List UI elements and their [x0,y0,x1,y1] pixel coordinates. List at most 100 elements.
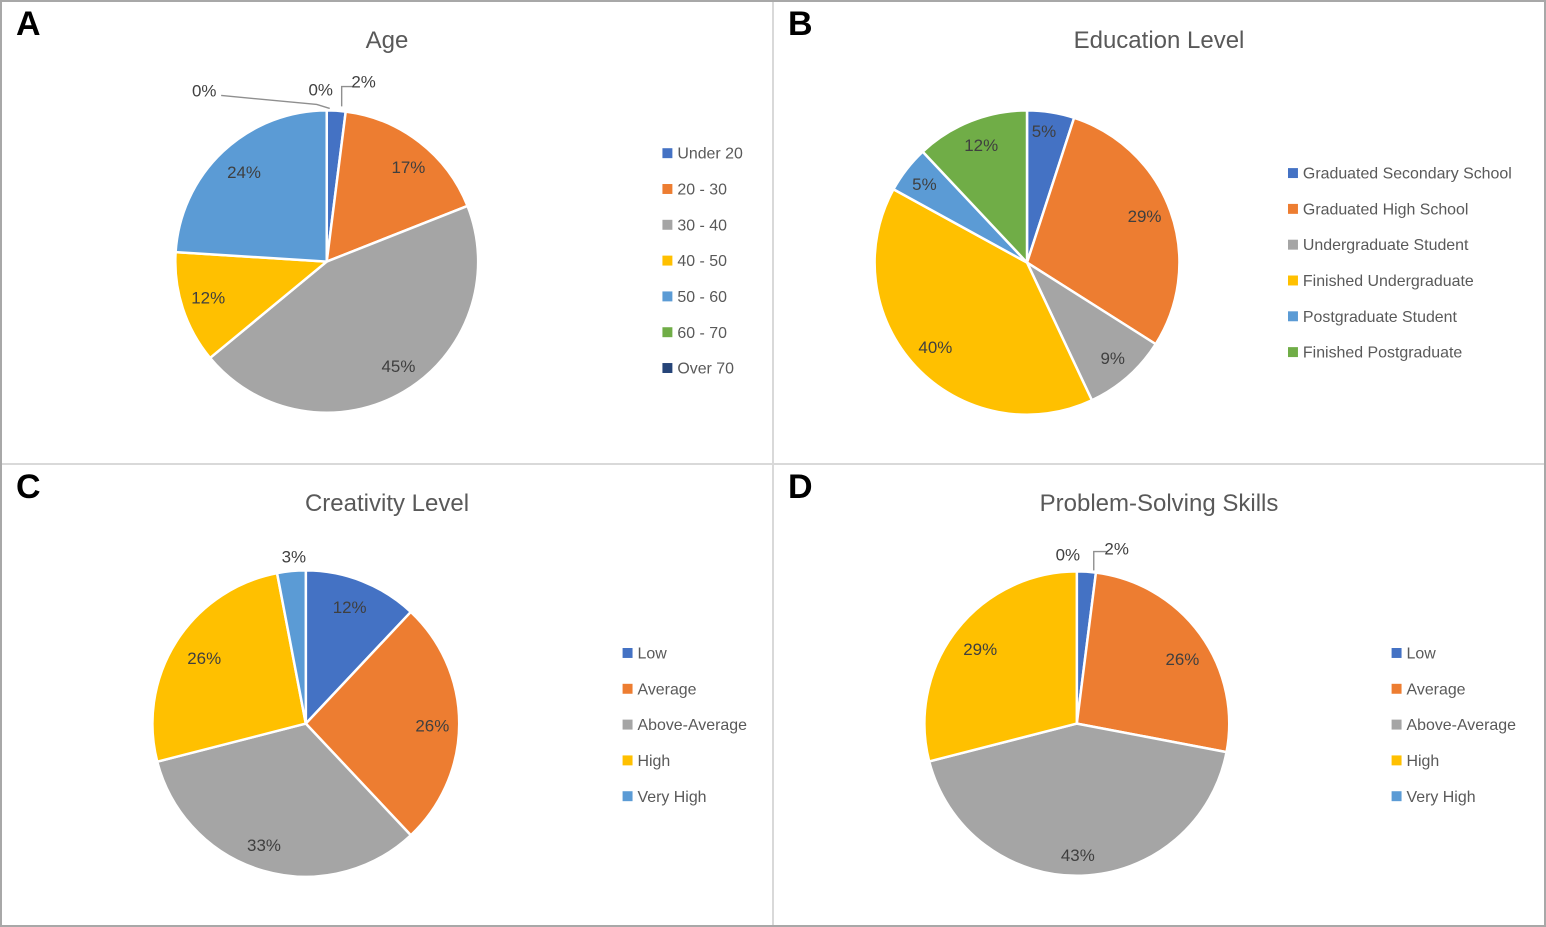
leader-line-low [1093,550,1107,570]
legend-label-graduated-secondary-school: Graduated Secondary School [1303,166,1512,183]
slice-value-label-postgraduate-student: 5% [912,175,936,194]
legend-label-average: Average [1407,681,1466,698]
legend-marker-low [622,647,633,658]
pie-chart-education-level: 5% 29% 9% 40% 5% 12% Graduated Secondary Schoo… [873,109,1512,416]
pie-chart-age: 2% 17% 45% 12% 24% 0% 0% Under 20 20 - 30 30 - 40… [174,72,743,415]
panel-letter-d: D [788,467,813,506]
legend-label-50-60: 50 - 60 [677,289,727,306]
pie-slice-undergraduate-student [1025,261,1157,402]
legend-label-under-20: Under 20 [677,146,743,163]
slice-value-label-very-high: 0% [1056,545,1080,564]
legend-marker-finished-undergraduate [1287,275,1298,286]
slice-value-label-30-40: 45% [382,357,416,376]
legend-marker-undergraduate-student [1287,239,1298,250]
legend-label-40-50: 40 - 50 [677,253,727,270]
leader-line-60-70 [221,94,330,110]
legend-marker-over-70 [662,363,673,373]
slice-value-label-average: 26% [1165,649,1199,668]
slice-value-label-very-high: 3% [282,547,306,566]
pie-slice-20-30 [325,110,469,263]
legend-marker-60-70 [662,327,673,338]
legend-marker-finished-postgraduate [1287,347,1298,358]
legend-label-above-average: Above-Average [638,717,748,734]
leader-line-under-20 [340,85,353,107]
legend-label-high: High [638,752,671,769]
legend-label-above-average: Above-Average [1407,717,1517,734]
pie-slice-50-60 [174,109,328,263]
legend-marker-50-60 [662,291,673,302]
slice-value-label-low: 12% [333,598,367,617]
chart-title-creativity-level: Creativity Level [304,489,470,517]
legend-label-very-high: Very High [638,788,707,805]
pie-slice-high [151,571,308,763]
legend-label-over-70: Over 70 [677,361,734,378]
legend-label-20-30: 20 - 30 [677,182,727,199]
panel-d-problem-solving-skills: D Problem-Solving Skills 2% 26% 43% 29% 0% Lo… [774,464,1544,925]
legend-marker-40-50 [662,255,673,266]
legend-marker-average [622,683,633,694]
legend-label-low: Low [638,645,668,662]
pie-chart-problem-solving-skills: 2% 26% 43% 29% 0% Low Average Above-Average High… [923,539,1517,877]
slice-value-label-20-30: 17% [391,158,425,177]
legend-label-low: Low [1407,645,1437,662]
slice-value-label-graduated-high-school: 29% [1128,207,1162,226]
legend-label-graduated-high-school: Graduated High School [1303,201,1468,218]
slice-value-label-under-20: 2% [351,72,375,91]
legend-marker-postgraduate-student [1287,311,1298,322]
panel-letter-b: B [788,5,813,43]
slice-value-label-graduated-secondary-school: 5% [1032,122,1056,141]
legend-marker-20-30 [662,184,673,194]
slice-value-label-undergraduate-student: 9% [1100,349,1124,368]
panel-letter-c: C [16,467,41,506]
slice-value-label-above-average: 33% [247,835,281,854]
legend-label-60-70: 60 - 70 [677,325,727,342]
panel-letter-a: A [16,5,41,43]
slice-value-label-finished-postgraduate: 12% [964,136,998,155]
slice-value-label-high: 26% [187,648,221,667]
pie-slice-above-average [927,721,1228,877]
legend-marker-high [1391,754,1402,765]
chart-title-education-level: Education Level [1073,27,1245,54]
slice-value-label-low: 2% [1104,539,1128,558]
legend-marker-average [1391,683,1402,694]
pie-slice-very-high [275,568,308,725]
legend-label-postgraduate-student: Postgraduate Student [1303,309,1458,326]
chart-title-age: Age [365,27,409,54]
legend-label-undergraduate-student: Undergraduate Student [1303,237,1469,254]
legend-marker-low [1391,647,1402,658]
panel-a-age: A Age 2% 17% 45% 12% 24% 0% 0% Under 20 20 - 30 3… [2,2,772,463]
pie-slice-above-average [155,721,413,878]
slice-value-label-above-average: 43% [1061,845,1095,864]
slice-value-label-over-70: 0% [309,80,333,99]
pie-slice-high [923,569,1079,763]
pie-slice-graduated-high-school [1025,116,1181,346]
legend-label-high: High [1407,752,1440,769]
panel-c-creativity-level: C Creativity Level 12% 26% 33% 26% 3% Low Aver… [2,464,772,925]
slice-value-label-50-60: 24% [227,163,261,182]
legend-marker-graduated-high-school [1287,203,1298,214]
legend-marker-above-average [622,719,633,730]
legend-label-average: Average [638,681,697,698]
slice-value-label-40-50: 12% [191,288,225,307]
legend-marker-under-20 [662,148,673,159]
legend-label-finished-postgraduate: Finished Postgraduate [1303,345,1462,362]
pie-chart-creativity-level: 12% 26% 33% 26% 3% Low Average Above-Average Hig… [151,547,748,878]
pie-slice-low [304,568,413,725]
legend-label-finished-undergraduate: Finished Undergraduate [1303,273,1474,290]
pie-slice-30-40 [208,204,480,415]
slice-value-label-60-70: 0% [192,81,216,100]
legend-marker-very-high [622,790,633,801]
legend-label-very-high: Very High [1407,788,1476,805]
pie-slice-finished-undergraduate [873,188,1094,416]
slice-value-label-finished-undergraduate: 40% [918,338,952,357]
panel-b-education-level: B Education Level 5% 29% 9% 40% 5% 12% Graduat… [774,2,1544,463]
pie-slice-40-50 [174,250,328,360]
pie-slice-average [304,610,461,836]
slice-value-label-average: 26% [415,716,449,735]
legend-label-30-40: 30 - 40 [677,217,727,234]
chart-title-problem-solving-skills: Problem-Solving Skills [1039,489,1279,517]
legend-marker-high [622,754,633,765]
legend-marker-30-40 [662,219,673,230]
pie-slice-finished-postgraduate [921,109,1029,264]
